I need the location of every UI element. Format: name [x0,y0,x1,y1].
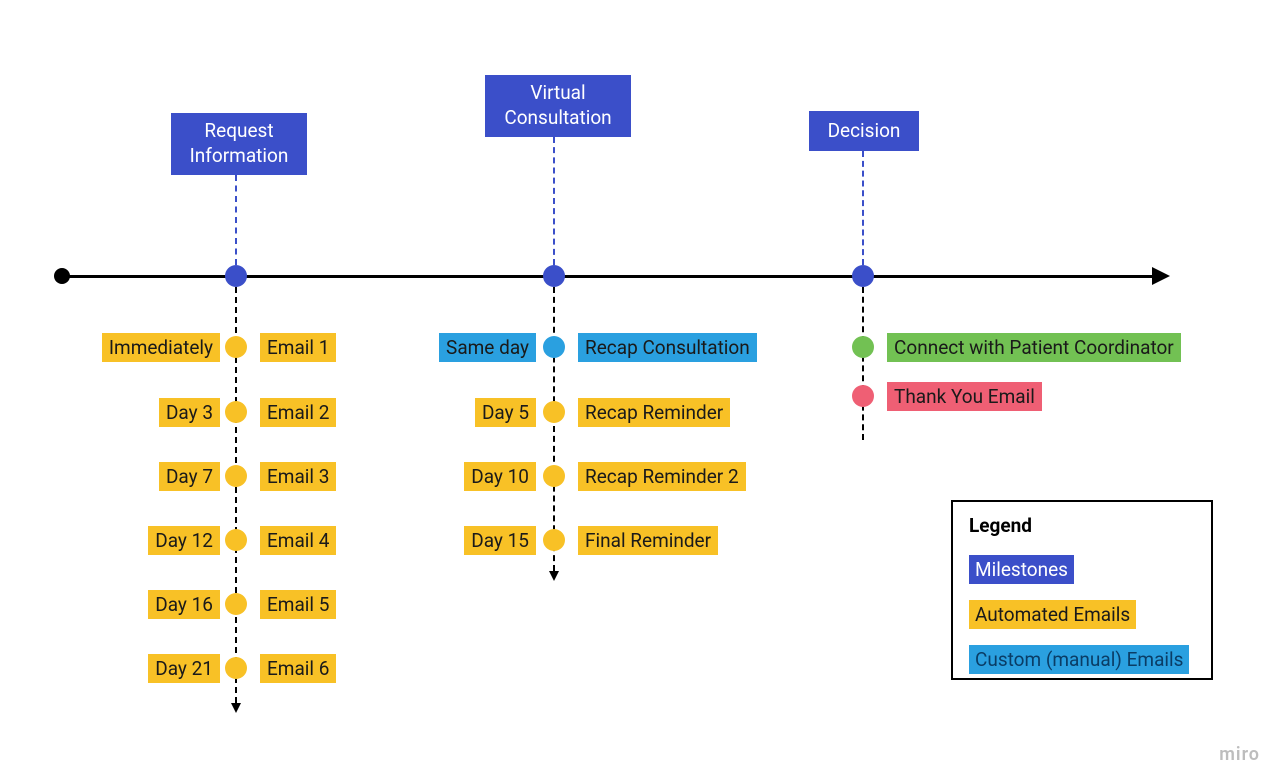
event-right-tag: Email 6 [260,654,336,683]
dashed-connector-top [235,175,237,265]
milestone-label: VirtualConsultation [504,81,611,130]
event-left-tag: Day 5 [475,398,536,427]
event-right-tag: Final Reminder [578,526,718,555]
event-dot [225,401,247,423]
event-right-tag: Email 1 [260,333,336,362]
legend-item-custom: Custom (manual) Emails [969,645,1189,674]
event-right-tag: Email 4 [260,526,336,555]
milestone-box-virtual-consultation: VirtualConsultation [485,75,631,137]
event-right-tag: Recap Reminder [578,398,730,427]
event-right-tag: Email 5 [260,590,336,619]
event-dot [225,336,247,358]
event-dot [543,401,565,423]
event-right-tag: Thank You Email [887,382,1042,411]
event-dot [225,593,247,615]
dashed-arrowhead [231,703,241,713]
event-right-tag: Recap Consultation [578,333,757,362]
event-dot [543,529,565,551]
milestone-box-request-information: RequestInformation [171,113,307,175]
timeline-arrowhead [1152,267,1170,285]
event-right-tag: Recap Reminder 2 [578,462,746,491]
milestone-label: RequestInformation [190,119,289,168]
event-dot [225,465,247,487]
event-dot [852,336,874,358]
watermark: miro [1219,744,1260,765]
milestone-dot [225,265,247,287]
event-dot [543,336,565,358]
event-left-tag: Same day [439,333,536,362]
milestone-label: Decision [828,119,901,144]
dashed-connector-top [553,137,555,265]
diagram-canvas: RequestInformation VirtualConsultation D… [0,0,1282,779]
event-left-tag: Day 21 [148,654,220,683]
event-right-tag: Email 3 [260,462,336,491]
event-dot [225,529,247,551]
dashed-connector-bottom [862,287,864,440]
event-right-tag: Email 2 [260,398,336,427]
legend-item-automated: Automated Emails [969,600,1136,629]
event-left-tag: Day 7 [159,462,220,491]
timeline-start-dot [54,268,70,284]
event-left-tag: Day 16 [148,590,220,619]
event-left-tag: Day 15 [464,526,536,555]
event-left-tag: Day 3 [159,398,220,427]
dashed-connector-top [862,151,864,265]
milestone-box-decision: Decision [809,111,919,151]
dashed-arrowhead [549,571,559,581]
event-left-tag: Day 10 [464,462,536,491]
event-dot [225,657,247,679]
event-dot [852,385,874,407]
milestone-dot [543,265,565,287]
event-dot [543,465,565,487]
milestone-dot [852,265,874,287]
event-left-tag: Day 12 [148,526,220,555]
legend-item-milestones: Milestones [969,555,1074,584]
legend-title: Legend [969,514,1195,537]
event-right-tag: Connect with Patient Coordinator [887,333,1181,362]
event-left-tag: Immediately [102,333,220,362]
legend-box: Legend Milestones Automated Emails Custo… [951,500,1213,680]
